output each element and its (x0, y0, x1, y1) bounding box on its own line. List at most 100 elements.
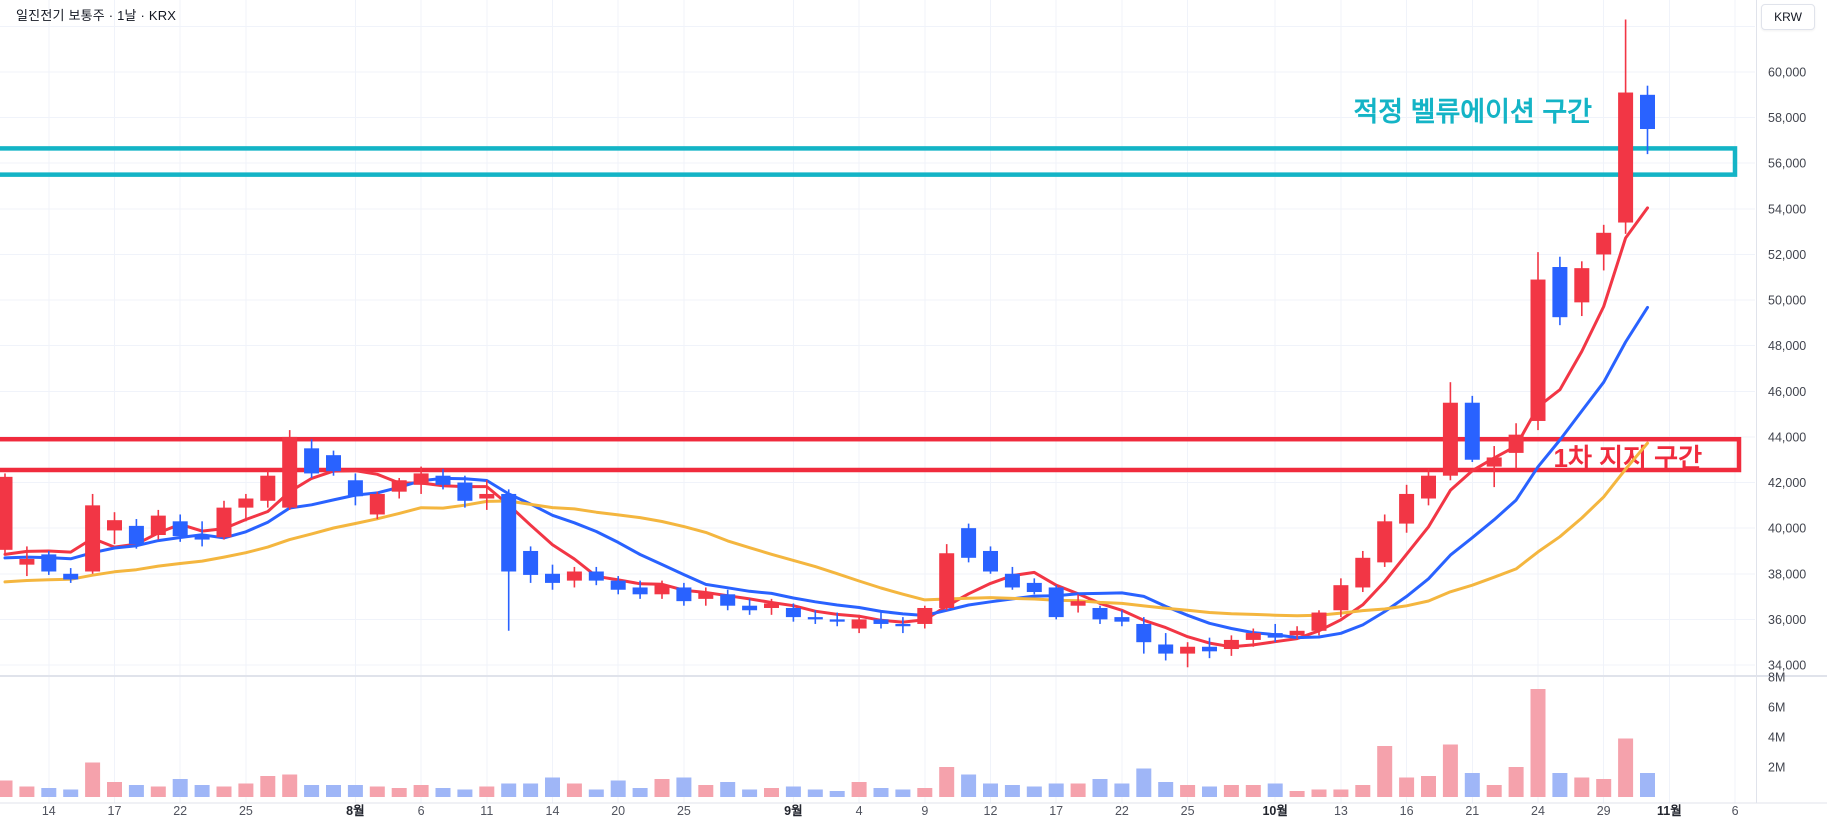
price-axis-label: 44,000 (1768, 430, 1806, 444)
volume-bar (764, 788, 779, 797)
candle (1070, 601, 1086, 606)
candle (654, 585, 670, 595)
time-axis-label: 16 (1400, 804, 1414, 818)
candle (1618, 92, 1634, 223)
volume-bar (1574, 777, 1590, 797)
candle (347, 480, 363, 497)
volume-bar (895, 789, 911, 797)
volume-bar (1026, 786, 1042, 797)
volume-bar (457, 789, 473, 797)
candle (1333, 585, 1349, 611)
volume-bar (939, 767, 955, 797)
candlestick-series (0, 19, 1655, 668)
candle (326, 455, 341, 472)
volume-bar (851, 782, 867, 797)
candle (150, 515, 166, 536)
volume-bar (238, 783, 254, 797)
price-axis-label: 38,000 (1768, 567, 1806, 581)
currency-badge[interactable]: KRW (1761, 4, 1815, 30)
volume-bar (1311, 789, 1327, 797)
volume-bar (1552, 773, 1568, 797)
candle (873, 619, 889, 624)
volume-bar (1048, 783, 1064, 797)
candle (457, 482, 473, 501)
candle (1640, 94, 1655, 130)
volume-bar (588, 789, 604, 797)
time-axis-label: 11 (480, 804, 493, 818)
volume-bar (326, 785, 341, 797)
candle (895, 623, 911, 627)
volume-bar (720, 782, 736, 797)
price-axis-label: 36,000 (1768, 613, 1806, 627)
candle (391, 480, 407, 492)
volume-bar (523, 783, 539, 797)
volume-bar (1486, 785, 1502, 797)
volume-bar (391, 788, 407, 797)
volume-bar (1421, 776, 1436, 797)
candle (1223, 639, 1239, 650)
candle (194, 535, 210, 540)
candle (1530, 279, 1546, 421)
volume-bar (413, 785, 429, 797)
time-axis[interactable]: 14 17 22 25 8월 6 11 14 20 25 9월 4 9 12 17 22 25 10월 13 16 21… (42, 803, 1739, 818)
volume-bar (0, 780, 13, 797)
volume-axis-label: 2M (1768, 761, 1785, 775)
volume-bar (260, 776, 276, 797)
candle (107, 520, 122, 531)
price-axis-label: 58,000 (1768, 111, 1806, 125)
candle (1355, 557, 1371, 588)
volume-bar (172, 779, 188, 797)
candle (1442, 402, 1458, 476)
time-axis-label: 22 (173, 804, 187, 818)
volume-axis[interactable]: 8M 6M 4M 2M (1768, 671, 1785, 775)
time-axis-label: 6 (418, 804, 425, 818)
volume-bar (1202, 786, 1217, 797)
price-axis-label: 60,000 (1768, 66, 1806, 80)
volume-bar (1245, 785, 1261, 797)
valuation-zone[interactable]: 적정 벨류에이션 구간 (0, 97, 1738, 177)
price-axis-label: 40,000 (1768, 522, 1806, 536)
candle (1026, 582, 1042, 593)
volume-series (0, 689, 1655, 797)
time-axis-label: 6 (1732, 804, 1739, 818)
volume-bar (1442, 744, 1458, 797)
price-axis-label: 52,000 (1768, 248, 1806, 262)
candle (1289, 630, 1305, 636)
candle (829, 619, 845, 622)
candle (369, 493, 385, 515)
time-axis-label: 20 (611, 804, 625, 818)
volume-bar (676, 777, 692, 797)
volume-bar (1158, 782, 1174, 797)
candle (260, 475, 276, 501)
volume-bar (41, 788, 57, 797)
volume-bar (566, 783, 582, 797)
candle (1552, 267, 1568, 318)
volume-bar (479, 786, 495, 797)
price-axis-label: 50,000 (1768, 294, 1806, 308)
valuation-zone-label: 적정 벨류에이션 구간 (1353, 97, 1592, 127)
volume-bar (610, 780, 626, 797)
volume-bar (194, 785, 210, 797)
symbol-title: 일진전기 보통주 · 1날 · KRX (16, 8, 177, 23)
time-axis-label: 25 (239, 804, 253, 818)
price-axis-label: 56,000 (1768, 157, 1806, 171)
support-zone[interactable]: 1차 지지 구간 (0, 436, 1742, 473)
time-axis-label: 9 (921, 804, 928, 818)
volume-bar (807, 789, 823, 797)
volume-bar (1508, 767, 1524, 797)
volume-bar (1464, 773, 1480, 797)
price-axis-label: 46,000 (1768, 385, 1806, 399)
price-axis[interactable]: 60,000 58,000 56,000 54,000 52,000 50,000 48,0… (1768, 66, 1806, 673)
axis-borders (0, 0, 1827, 804)
volume-bar (742, 789, 758, 797)
time-axis-label: 22 (1115, 804, 1129, 818)
candle (764, 603, 779, 608)
candle (238, 498, 254, 508)
drawing-zones[interactable]: 적정 벨류에이션 구간 1차 지지 구간 (0, 97, 1742, 473)
volume-bar (347, 785, 363, 797)
volume-bar (545, 777, 560, 797)
time-axis-label: 24 (1531, 804, 1545, 818)
time-axis-label: 11월 (1657, 803, 1682, 818)
